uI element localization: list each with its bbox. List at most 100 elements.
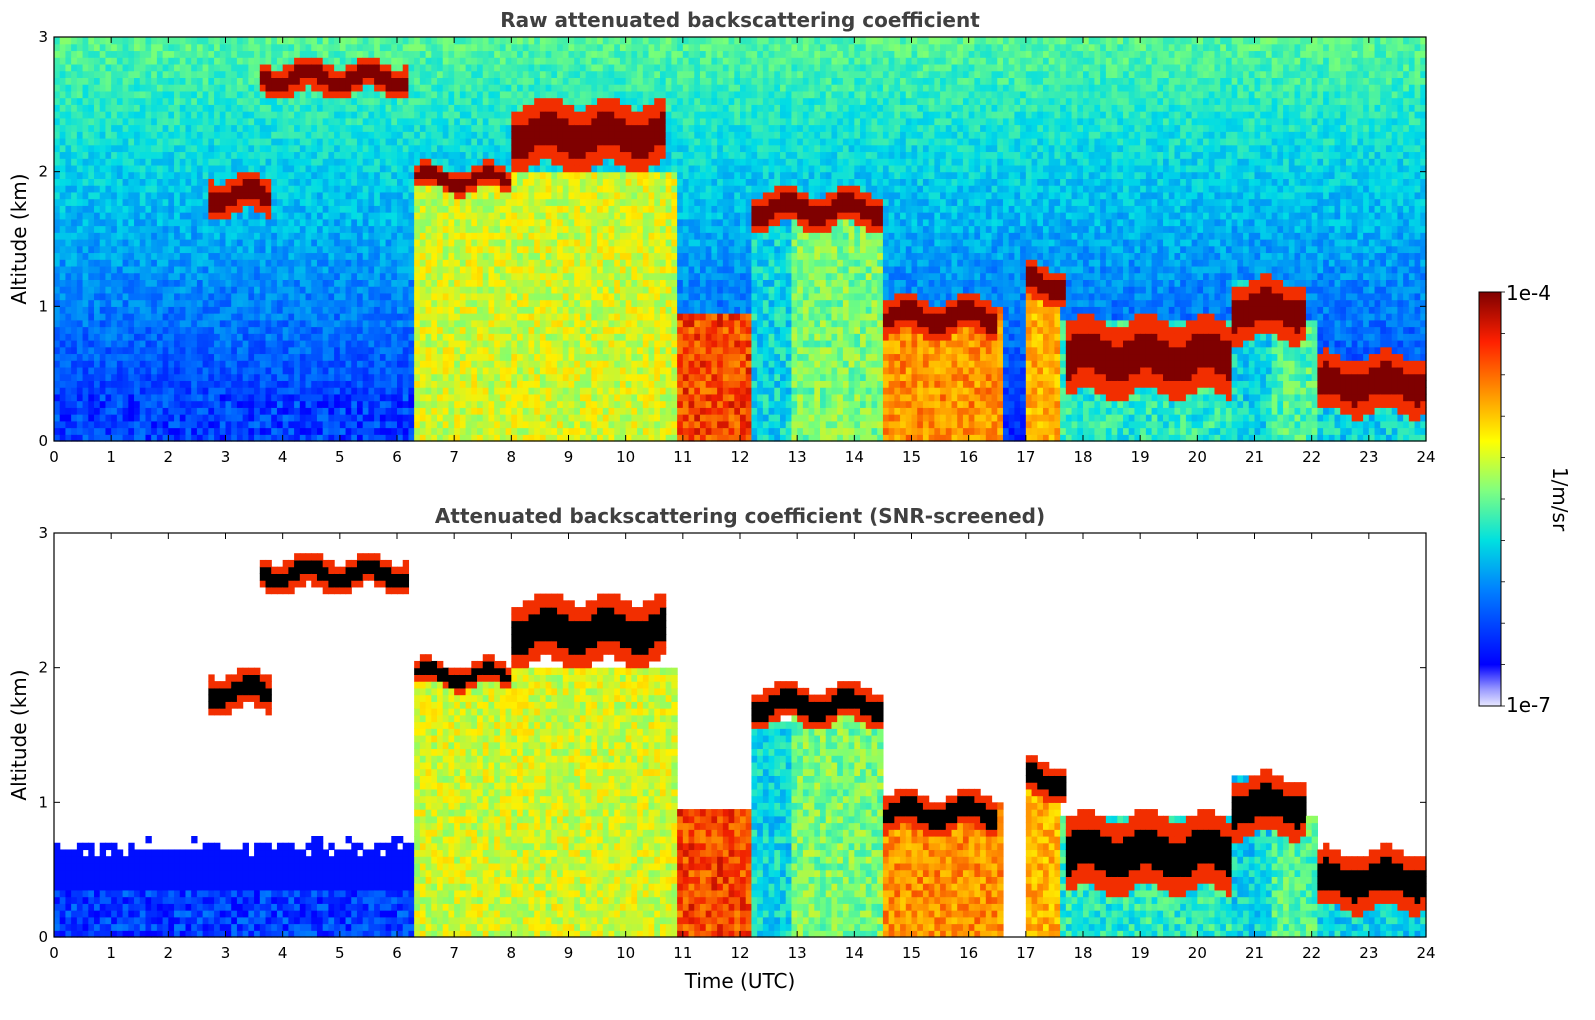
heatmap-cell (88, 178, 95, 186)
heatmap-cell (208, 393, 215, 402)
heatmap-cell (322, 124, 329, 132)
heatmap-cell (442, 90, 450, 99)
heatmap-cell (225, 346, 232, 355)
heatmap-cell (168, 77, 175, 85)
heatmap-cell (174, 360, 181, 368)
heatmap-cell (185, 212, 192, 220)
heatmap-cell (288, 63, 295, 72)
heatmap-cell (231, 178, 238, 186)
heatmap-cell (488, 70, 495, 78)
heatmap-cell (374, 333, 381, 341)
heatmap-cell (219, 90, 227, 99)
heatmap-cell (236, 366, 244, 375)
heatmap-cell (334, 245, 341, 254)
heatmap-cell (242, 387, 249, 395)
heatmap-cell (122, 292, 129, 301)
heatmap-cell (431, 50, 438, 58)
heatmap-cell (196, 164, 204, 173)
heatmap-cell (517, 198, 524, 206)
heatmap-cell (299, 164, 307, 173)
heatmap-cell (54, 84, 61, 92)
heatmap-cell (162, 117, 169, 126)
heatmap-cell (459, 427, 467, 435)
heatmap-cell (471, 427, 478, 435)
heatmap-cell (471, 158, 478, 166)
heatmap-cell (94, 360, 101, 368)
heatmap-cell (288, 151, 295, 159)
heatmap-cell (379, 427, 387, 435)
heatmap-cell (316, 306, 324, 314)
heatmap-cell (397, 131, 404, 139)
heatmap-cell (505, 218, 512, 227)
heatmap-cell (271, 97, 278, 105)
heatmap-cell (391, 37, 398, 45)
heatmap-cell (59, 245, 67, 254)
heatmap-cell (345, 164, 352, 173)
heatmap-cell (374, 306, 381, 314)
heatmap-cell (299, 171, 307, 179)
heatmap-cell (242, 286, 249, 294)
heatmap-cell (282, 400, 289, 408)
heatmap-cell (202, 178, 209, 186)
heatmap-cell (88, 279, 95, 287)
heatmap-cell (231, 340, 238, 348)
heatmap-cell (459, 366, 467, 375)
heatmap-cell (494, 50, 501, 58)
heatmap-cell (214, 272, 221, 280)
heatmap-cell (379, 239, 387, 247)
heatmap-cell (116, 90, 124, 99)
heatmap-cell (111, 37, 118, 45)
heatmap-cell (54, 77, 61, 85)
heatmap-cell (282, 191, 289, 200)
heatmap-cell (54, 63, 61, 72)
heatmap-cell (196, 205, 204, 213)
heatmap-cell (477, 265, 484, 274)
heatmap-cell (362, 151, 370, 159)
heatmap-cell (65, 340, 72, 348)
heatmap-cell (488, 111, 495, 119)
heatmap-cell (59, 218, 67, 227)
heatmap-cell (334, 313, 341, 321)
heatmap-cell (191, 333, 198, 341)
heatmap-cell (322, 292, 329, 301)
heatmap-cell (191, 420, 198, 429)
heatmap-cell (488, 393, 495, 402)
heatmap-cell (322, 400, 329, 408)
heatmap-cell (459, 57, 467, 65)
heatmap-cell (299, 90, 307, 99)
heatmap-cell (402, 360, 410, 368)
heatmap-cell (328, 427, 335, 435)
heatmap-cell (328, 333, 335, 341)
heatmap-cell (99, 198, 107, 206)
heatmap-cell (334, 373, 341, 381)
heatmap-cell (128, 279, 135, 287)
heatmap-cell (402, 353, 410, 361)
heatmap-cell (294, 313, 301, 321)
heatmap-cell (397, 144, 404, 153)
heatmap-cell (362, 77, 370, 85)
heatmap-cell (168, 400, 175, 408)
heatmap-cell (511, 313, 518, 321)
heatmap-cell (356, 84, 364, 92)
heatmap-cell (276, 212, 284, 220)
heatmap-cell (202, 279, 209, 287)
heatmap-cell (391, 366, 398, 375)
heatmap-cell (522, 164, 530, 173)
heatmap-cell (254, 185, 261, 193)
heatmap-cell (202, 346, 209, 355)
heatmap-cell (128, 434, 135, 442)
heatmap-cell (82, 387, 89, 395)
heatmap-cell (65, 326, 72, 334)
heatmap-cell (248, 57, 255, 65)
heatmap-cell (105, 198, 112, 206)
heatmap-cell (59, 63, 67, 72)
heatmap-cell (225, 185, 232, 193)
heatmap-cell (71, 50, 78, 58)
heatmap-cell (522, 265, 530, 274)
heatmap-cell (379, 420, 387, 429)
heatmap-cell (374, 239, 381, 247)
heatmap-cell (156, 373, 164, 381)
heatmap-cell (522, 333, 530, 341)
heatmap-cell (248, 212, 255, 220)
heatmap-cell (88, 245, 95, 254)
